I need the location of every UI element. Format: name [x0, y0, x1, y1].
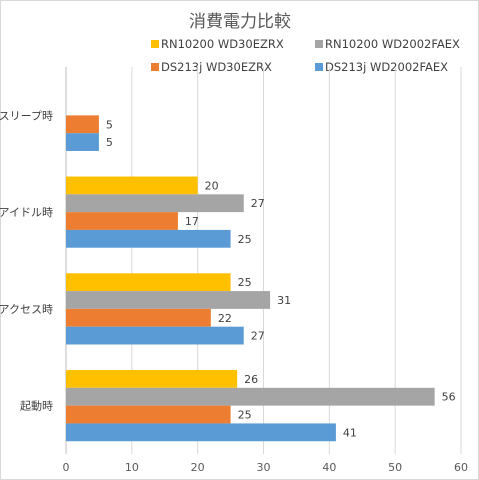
bar-4-2: [66, 387, 435, 406]
x-tick-label-30: 30: [257, 461, 271, 474]
legend-label-4: DS213j WD2002FAEX: [325, 60, 448, 74]
category-label-2: アイドル時: [0, 206, 53, 219]
bar-1-4: [66, 133, 99, 151]
legend-label-2: RN10200 WD2002FAEX: [325, 37, 460, 51]
x-tick-label-60: 60: [454, 461, 468, 474]
x-tick-label-0: 0: [63, 461, 70, 474]
plot-area: 5 5 20 27 17 25 25 31 22 27 26 56 25 41: [66, 115, 456, 442]
legend-swatch-2: [315, 40, 323, 48]
data-label-3-4: 27: [251, 330, 265, 343]
legend-swatch-3: [151, 63, 159, 71]
data-label-4-2: 56: [442, 391, 456, 404]
bar-2-4: [66, 229, 231, 248]
bar-4-1: [66, 370, 238, 388]
bar-1-3: [66, 115, 99, 134]
x-tick-label-20: 20: [191, 461, 205, 474]
data-label-4-3: 25: [238, 409, 252, 422]
legend: RN10200 WD30EZRX RN10200 WD2002FAEX DS213j…: [151, 37, 460, 74]
legend-swatch-1: [151, 40, 159, 48]
bar-2-3: [66, 212, 178, 230]
data-label-2-1: 20: [205, 179, 219, 192]
bar-3-3: [66, 308, 211, 327]
bar-3-4: [66, 326, 244, 345]
value-axis: 0 10 20 30 40 50 60: [63, 461, 469, 474]
bar-4-4: [66, 423, 336, 442]
bar-4-3: [66, 405, 231, 424]
data-label-3-3: 22: [218, 312, 232, 325]
data-label-2-3: 17: [185, 215, 199, 228]
x-tick-label-50: 50: [388, 461, 402, 474]
data-label-1-4: 5: [106, 136, 113, 149]
bar-3-1: [66, 273, 231, 292]
legend-label-1: RN10200 WD30EZRX: [161, 37, 284, 51]
bar-2-1: [66, 176, 198, 195]
data-label-3-1: 25: [238, 276, 252, 289]
data-label-2-2: 27: [251, 197, 265, 210]
data-label-4-4: 41: [343, 426, 357, 439]
x-tick-label-10: 10: [125, 461, 139, 474]
chart-title: 消費電力比較: [189, 12, 291, 32]
legend-swatch-4: [315, 63, 323, 71]
data-label-1-3: 5: [106, 118, 113, 131]
x-tick-label-40: 40: [322, 461, 336, 474]
category-label-4: 起動時: [20, 399, 53, 413]
data-label-4-1: 26: [244, 373, 258, 386]
category-label-1: スリープ時: [0, 109, 53, 122]
data-label-3-2: 31: [277, 294, 291, 307]
data-label-2-4: 25: [238, 233, 252, 246]
category-label-3: アクセス時: [0, 303, 53, 316]
legend-label-3: DS213j WD30EZRX: [161, 60, 272, 74]
bar-3-2: [66, 291, 271, 309]
bar-2-2: [66, 194, 244, 213]
